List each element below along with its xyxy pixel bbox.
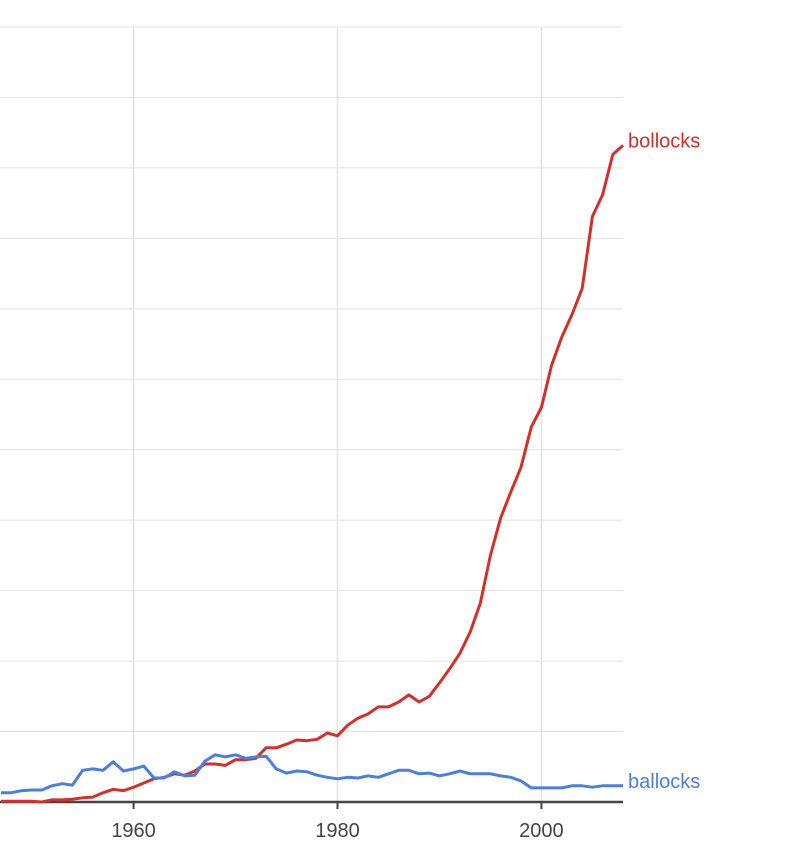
x-axis [0,800,623,809]
x-tick-label: 1960 [111,820,156,842]
series-lines [1,144,624,804]
series-line-bollocks [1,144,624,804]
x-tick-label: 1980 [315,820,360,842]
grid [0,26,623,802]
series-label-bollocks[interactable]: bollocks [628,130,700,152]
series-label-ballocks[interactable]: ballocks [628,771,700,793]
series-line-ballocks [1,753,623,795]
series-labels: bollocks ballocks [628,130,700,792]
x-tick-label: 2000 [519,820,564,842]
x-tick-labels: 1960 1980 2000 [111,820,563,842]
